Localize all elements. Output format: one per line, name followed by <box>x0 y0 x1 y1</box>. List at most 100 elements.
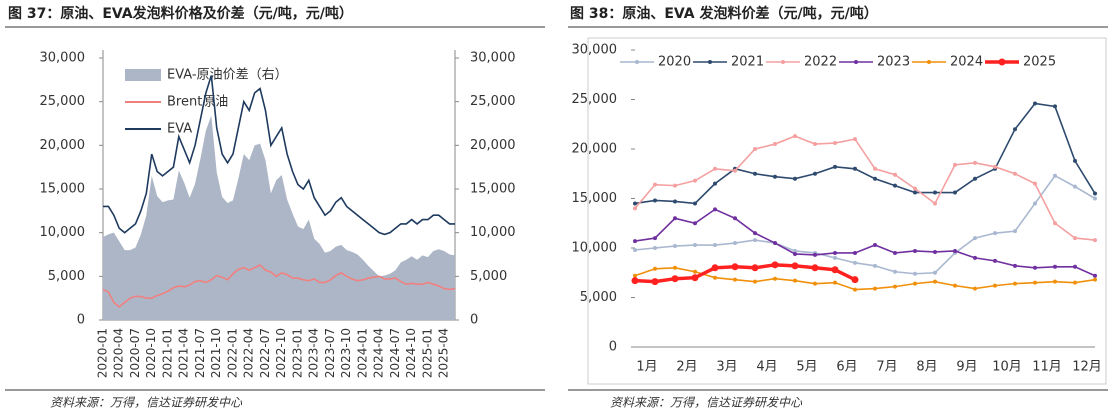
marker <box>933 190 937 195</box>
marker <box>913 190 917 195</box>
marker <box>653 266 657 271</box>
marker <box>793 176 797 181</box>
marker <box>673 199 677 204</box>
marker <box>773 142 777 147</box>
marker <box>633 247 637 252</box>
x-tick-label: 2020-04 <box>112 328 126 378</box>
marker <box>791 262 799 270</box>
marker <box>673 216 677 221</box>
y-tick-label: 20,000 <box>572 142 618 157</box>
marker <box>793 134 797 139</box>
x-tick-label: 12月 <box>1072 360 1102 375</box>
y-tick-label: 10,000 <box>572 241 618 256</box>
x-tick-label: 2024-04 <box>372 328 386 378</box>
marker <box>953 248 957 253</box>
marker <box>813 171 817 176</box>
x-tick-label: 2021-04 <box>177 328 191 378</box>
line <box>634 102 1096 205</box>
x-tick-label: 2020-07 <box>128 328 142 378</box>
marker <box>893 284 897 289</box>
x-tick-label: 8月 <box>916 360 937 375</box>
marker <box>833 250 837 255</box>
marker <box>713 181 717 186</box>
marker <box>813 142 817 147</box>
x-tick-label: 3月 <box>716 360 737 375</box>
marker <box>933 279 937 284</box>
marker <box>1033 201 1037 206</box>
marker <box>853 287 857 292</box>
marker <box>733 168 737 173</box>
marker <box>1013 263 1017 268</box>
marker <box>753 147 757 151</box>
x-tick-label: 2023-04 <box>307 328 321 378</box>
marker <box>853 250 857 255</box>
marker <box>913 248 917 253</box>
legend-marker <box>998 58 1006 66</box>
marker <box>1033 265 1037 270</box>
marker <box>853 137 857 142</box>
chart-title: 图 37：原油、EVA发泡料价格及价差（元/吨，元/吨） <box>8 5 353 22</box>
marker <box>773 276 777 281</box>
y-tick-label: 5,000 <box>580 290 617 305</box>
marker <box>993 283 997 288</box>
marker <box>633 273 637 278</box>
x-tick-label: 2021-10 <box>209 328 223 378</box>
marker <box>713 243 717 248</box>
marker <box>953 190 957 195</box>
marker <box>973 236 977 241</box>
x-tick-label: 5月 <box>796 360 817 375</box>
marker <box>1013 229 1017 234</box>
legend-label: EVA-原油价差（右） <box>167 68 288 83</box>
marker <box>893 183 897 188</box>
x-tick-label: 2023-10 <box>339 328 353 378</box>
marker <box>873 263 877 268</box>
y-tick-label: 0 <box>609 340 617 355</box>
marker <box>913 186 917 191</box>
marker <box>813 281 817 286</box>
marker <box>973 255 977 260</box>
marker <box>953 283 957 288</box>
source: 资料来源：万得，信达证券研发中心 <box>50 396 243 410</box>
y-tick-label: 25,000 <box>572 92 618 107</box>
marker <box>713 166 717 171</box>
marker <box>693 243 697 248</box>
marker <box>831 266 839 274</box>
marker <box>993 258 997 263</box>
marker <box>1093 277 1097 282</box>
marker <box>873 286 877 291</box>
marker <box>833 280 837 285</box>
legend-marker <box>854 60 858 64</box>
x-tick-label: 2023-07 <box>323 328 337 378</box>
y-tick-label: 5,000 <box>48 269 85 284</box>
y-tick-label: 0 <box>77 313 85 328</box>
marker <box>771 261 779 269</box>
y-tick-label: 30,000 <box>470 51 516 66</box>
x-tick-label: 10月 <box>992 360 1022 375</box>
marker <box>1033 280 1037 285</box>
y-tick-label: 30,000 <box>40 51 86 66</box>
y-tick-label: 20,000 <box>470 138 516 153</box>
marker <box>973 286 977 291</box>
marker <box>1073 280 1077 285</box>
source: 资料来源：万得，信达证券研发中心 <box>610 396 803 410</box>
marker <box>993 164 997 169</box>
marker <box>853 260 857 265</box>
marker <box>1013 127 1017 132</box>
marker <box>693 221 697 226</box>
marker <box>973 160 977 165</box>
legend-label: 2020 <box>658 55 691 70</box>
marker <box>653 236 657 241</box>
x-tick-label: 2020-01 <box>96 328 110 378</box>
marker <box>793 248 797 253</box>
marker <box>733 241 737 246</box>
x-tick-label: 2024-10 <box>404 328 418 378</box>
line <box>103 75 455 236</box>
marker <box>673 183 677 188</box>
marker <box>731 263 739 271</box>
marker <box>1093 273 1097 278</box>
marker <box>913 271 917 276</box>
legend-swatch <box>125 69 161 81</box>
marker <box>893 172 897 177</box>
x-tick-label: 2024-01 <box>355 328 369 378</box>
line <box>102 264 456 308</box>
